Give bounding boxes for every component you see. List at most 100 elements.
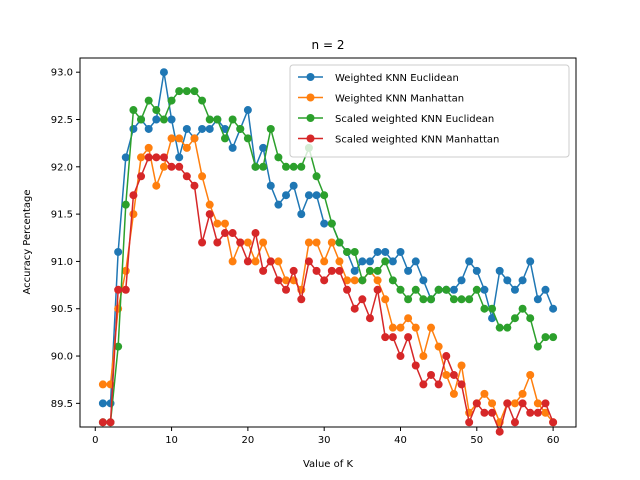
y-axis-label: Accuracy Percentage: [22, 189, 33, 294]
data-point: [137, 172, 146, 181]
data-point: [533, 342, 542, 351]
data-point: [175, 162, 184, 171]
data-point: [266, 257, 275, 266]
data-point: [297, 210, 306, 219]
data-point: [419, 352, 428, 361]
series-3: [98, 87, 558, 427]
data-point: [289, 266, 298, 275]
data-point: [358, 276, 367, 285]
data-point: [495, 427, 504, 436]
data-point: [274, 276, 283, 285]
y-tick-label: 89.5: [51, 399, 73, 410]
data-point: [503, 276, 512, 285]
data-point: [121, 285, 130, 294]
legend-item: Scaled weighted KNN Manhattan: [298, 134, 499, 146]
data-point: [312, 191, 321, 200]
data-point: [457, 276, 466, 285]
x-axis: 0 10 20 30 40 50 60: [92, 427, 559, 446]
data-point: [121, 200, 130, 209]
data-point: [121, 153, 130, 162]
data-point: [243, 106, 252, 115]
data-point: [98, 380, 107, 389]
legend-label: Scaled weighted KNN Euclidean: [335, 114, 494, 125]
data-point: [274, 200, 283, 209]
data-point: [297, 295, 306, 304]
data-point: [98, 418, 107, 427]
y-tick-label: 90.5: [51, 304, 73, 315]
data-point: [190, 181, 199, 190]
series-2: [98, 134, 558, 427]
data-point: [350, 304, 359, 313]
data-point: [533, 408, 542, 417]
data-point: [152, 153, 161, 162]
data-point: [129, 124, 138, 133]
data-point: [312, 238, 321, 247]
data-point: [488, 304, 497, 313]
data-point: [465, 257, 474, 266]
data-point: [419, 276, 428, 285]
data-point: [518, 389, 527, 398]
data-point: [541, 285, 550, 294]
data-point: [205, 124, 214, 133]
data-point: [472, 285, 481, 294]
data-point: [495, 266, 504, 275]
data-point: [144, 143, 153, 152]
y-tick-label: 93.0: [51, 68, 73, 79]
data-point: [205, 210, 214, 219]
data-point: [106, 418, 115, 427]
data-point: [457, 380, 466, 389]
data-point: [350, 276, 359, 285]
data-point: [510, 314, 519, 323]
legend-box: [289, 64, 570, 158]
data-point: [152, 115, 161, 124]
data-point: [282, 276, 291, 285]
data-point: [343, 276, 352, 285]
y-tick-label: 91.0: [51, 257, 73, 268]
data-point: [373, 266, 382, 275]
data-point: [175, 134, 184, 143]
data-point: [427, 370, 436, 379]
data-point: [503, 399, 512, 408]
data-point: [320, 191, 329, 200]
data-point: [419, 295, 428, 304]
data-point: [381, 257, 390, 266]
data-point: [350, 266, 359, 275]
data-point: [159, 153, 168, 162]
chart-title: n = 2: [312, 38, 345, 52]
data-point: [205, 115, 214, 124]
data-point: [503, 323, 512, 332]
x-tick-label: 10: [165, 435, 178, 446]
data-point: [449, 370, 458, 379]
data-point: [304, 238, 313, 247]
data-point: [510, 418, 519, 427]
legend-label: Weighted KNN Manhattan: [335, 94, 464, 105]
data-point: [190, 87, 199, 96]
data-point: [365, 314, 374, 323]
data-point: [449, 295, 458, 304]
data-point: [396, 323, 405, 332]
data-point: [259, 162, 268, 171]
data-point: [304, 257, 313, 266]
data-point: [533, 399, 542, 408]
legend-item: Weighted KNN Euclidean: [298, 73, 459, 84]
data-point: [243, 134, 252, 143]
data-point: [182, 172, 191, 181]
data-point: [129, 106, 138, 115]
plot-area: [98, 68, 558, 436]
legend-label: Scaled weighted KNN Manhattan: [335, 135, 499, 146]
data-point: [220, 229, 229, 238]
legend-marker: [306, 73, 315, 81]
data-point: [282, 285, 291, 294]
y-tick-label: 92.0: [51, 162, 73, 173]
data-point: [365, 257, 374, 266]
data-point: [114, 285, 123, 294]
data-point: [541, 399, 550, 408]
series-4: [98, 153, 558, 436]
data-point: [404, 333, 413, 342]
data-point: [472, 266, 481, 275]
data-point: [320, 276, 329, 285]
data-point: [449, 285, 458, 294]
data-point: [335, 266, 344, 275]
data-point: [213, 238, 222, 247]
data-point: [282, 191, 291, 200]
